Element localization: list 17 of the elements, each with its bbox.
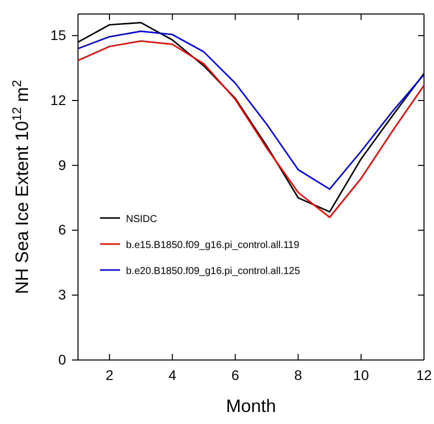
y-tick-label: 15 — [50, 27, 66, 44]
y-tick-label: 0 — [58, 351, 66, 368]
y-tick-label: 3 — [58, 286, 66, 303]
legend-label: b.e20.B1850.f09_g16.pi_control.all.125 — [126, 266, 300, 277]
x-tick-label: 12 — [416, 366, 432, 383]
x-tick-label: 8 — [294, 366, 302, 383]
x-axis-title: Month — [226, 396, 276, 416]
y-tick-label: 6 — [58, 222, 66, 238]
x-tick-label: 10 — [353, 366, 370, 383]
x-tick-label: 4 — [168, 366, 176, 383]
y-tick-label: 12 — [50, 92, 66, 108]
y-tick-label: 9 — [58, 156, 66, 173]
x-tick-label: 2 — [106, 366, 114, 383]
legend-label: NSIDC — [126, 214, 158, 225]
line-series — [77, 30, 425, 190]
legend-label: b.e15.B1850.f09_g16.pi_control.all.119 — [126, 240, 300, 251]
x-tick-label: 6 — [231, 366, 240, 383]
